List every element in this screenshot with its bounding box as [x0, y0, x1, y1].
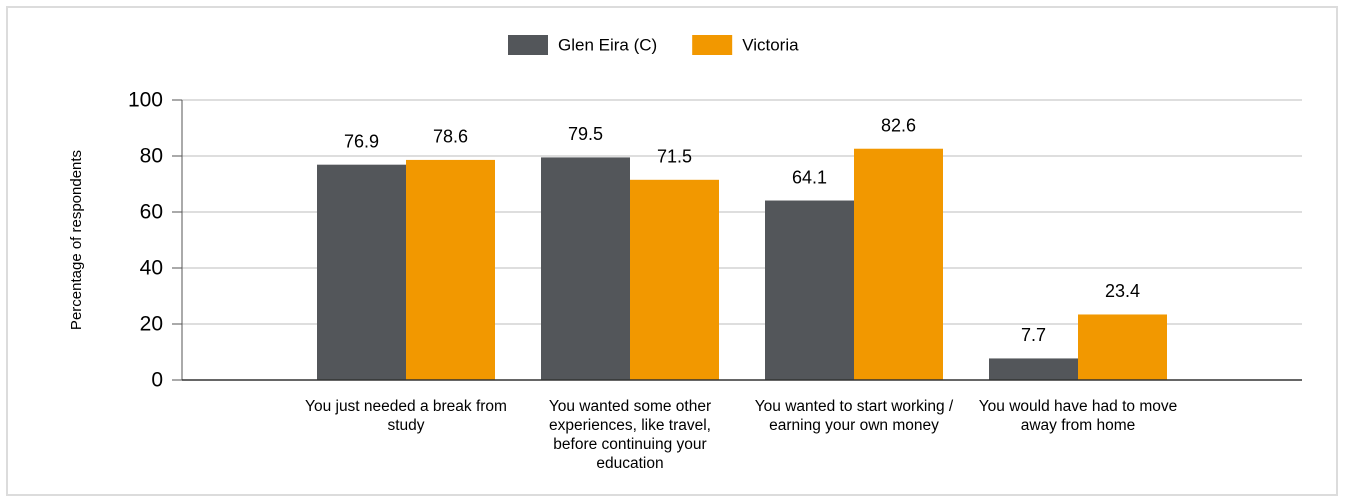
value-label: 71.5 — [657, 147, 692, 167]
value-label: 7.7 — [1021, 325, 1046, 345]
bar — [854, 148, 943, 380]
legend-label: Glen Eira (C) — [558, 35, 657, 54]
x-tick-label: You wanted to start working / earning yo… — [754, 398, 954, 434]
x-tick-label: You wanted some other experiences, like … — [548, 398, 712, 472]
value-label: 23.4 — [1105, 281, 1140, 301]
bar — [630, 179, 719, 380]
value-label: 64.1 — [792, 167, 827, 187]
x-tick-label: You just needed a break from study — [305, 398, 507, 434]
bar — [765, 200, 854, 380]
bar — [541, 157, 630, 380]
y-tick-label: 60 — [140, 201, 163, 224]
value-label: 82.6 — [881, 115, 916, 135]
bar — [317, 164, 406, 380]
frame — [6, 6, 1338, 496]
y-tick-label: 0 — [151, 369, 163, 392]
y-tick-label: 20 — [140, 313, 163, 336]
y-axis-label: Percentage of respondents — [68, 150, 85, 330]
y-tick-label: 100 — [128, 89, 163, 112]
x-tick-label: You would have had to move away from hom… — [978, 398, 1178, 434]
legend-label: Victoria — [742, 35, 799, 54]
y-tick-label: 40 — [140, 257, 163, 280]
bar — [1078, 314, 1167, 380]
bar — [989, 358, 1078, 380]
value-label: 76.9 — [344, 131, 379, 151]
bar — [406, 159, 495, 380]
value-label: 79.5 — [568, 124, 603, 144]
legend-swatch — [692, 35, 733, 55]
legend-swatch — [508, 35, 548, 55]
y-tick-label: 80 — [140, 145, 163, 168]
value-label: 78.6 — [433, 127, 468, 147]
